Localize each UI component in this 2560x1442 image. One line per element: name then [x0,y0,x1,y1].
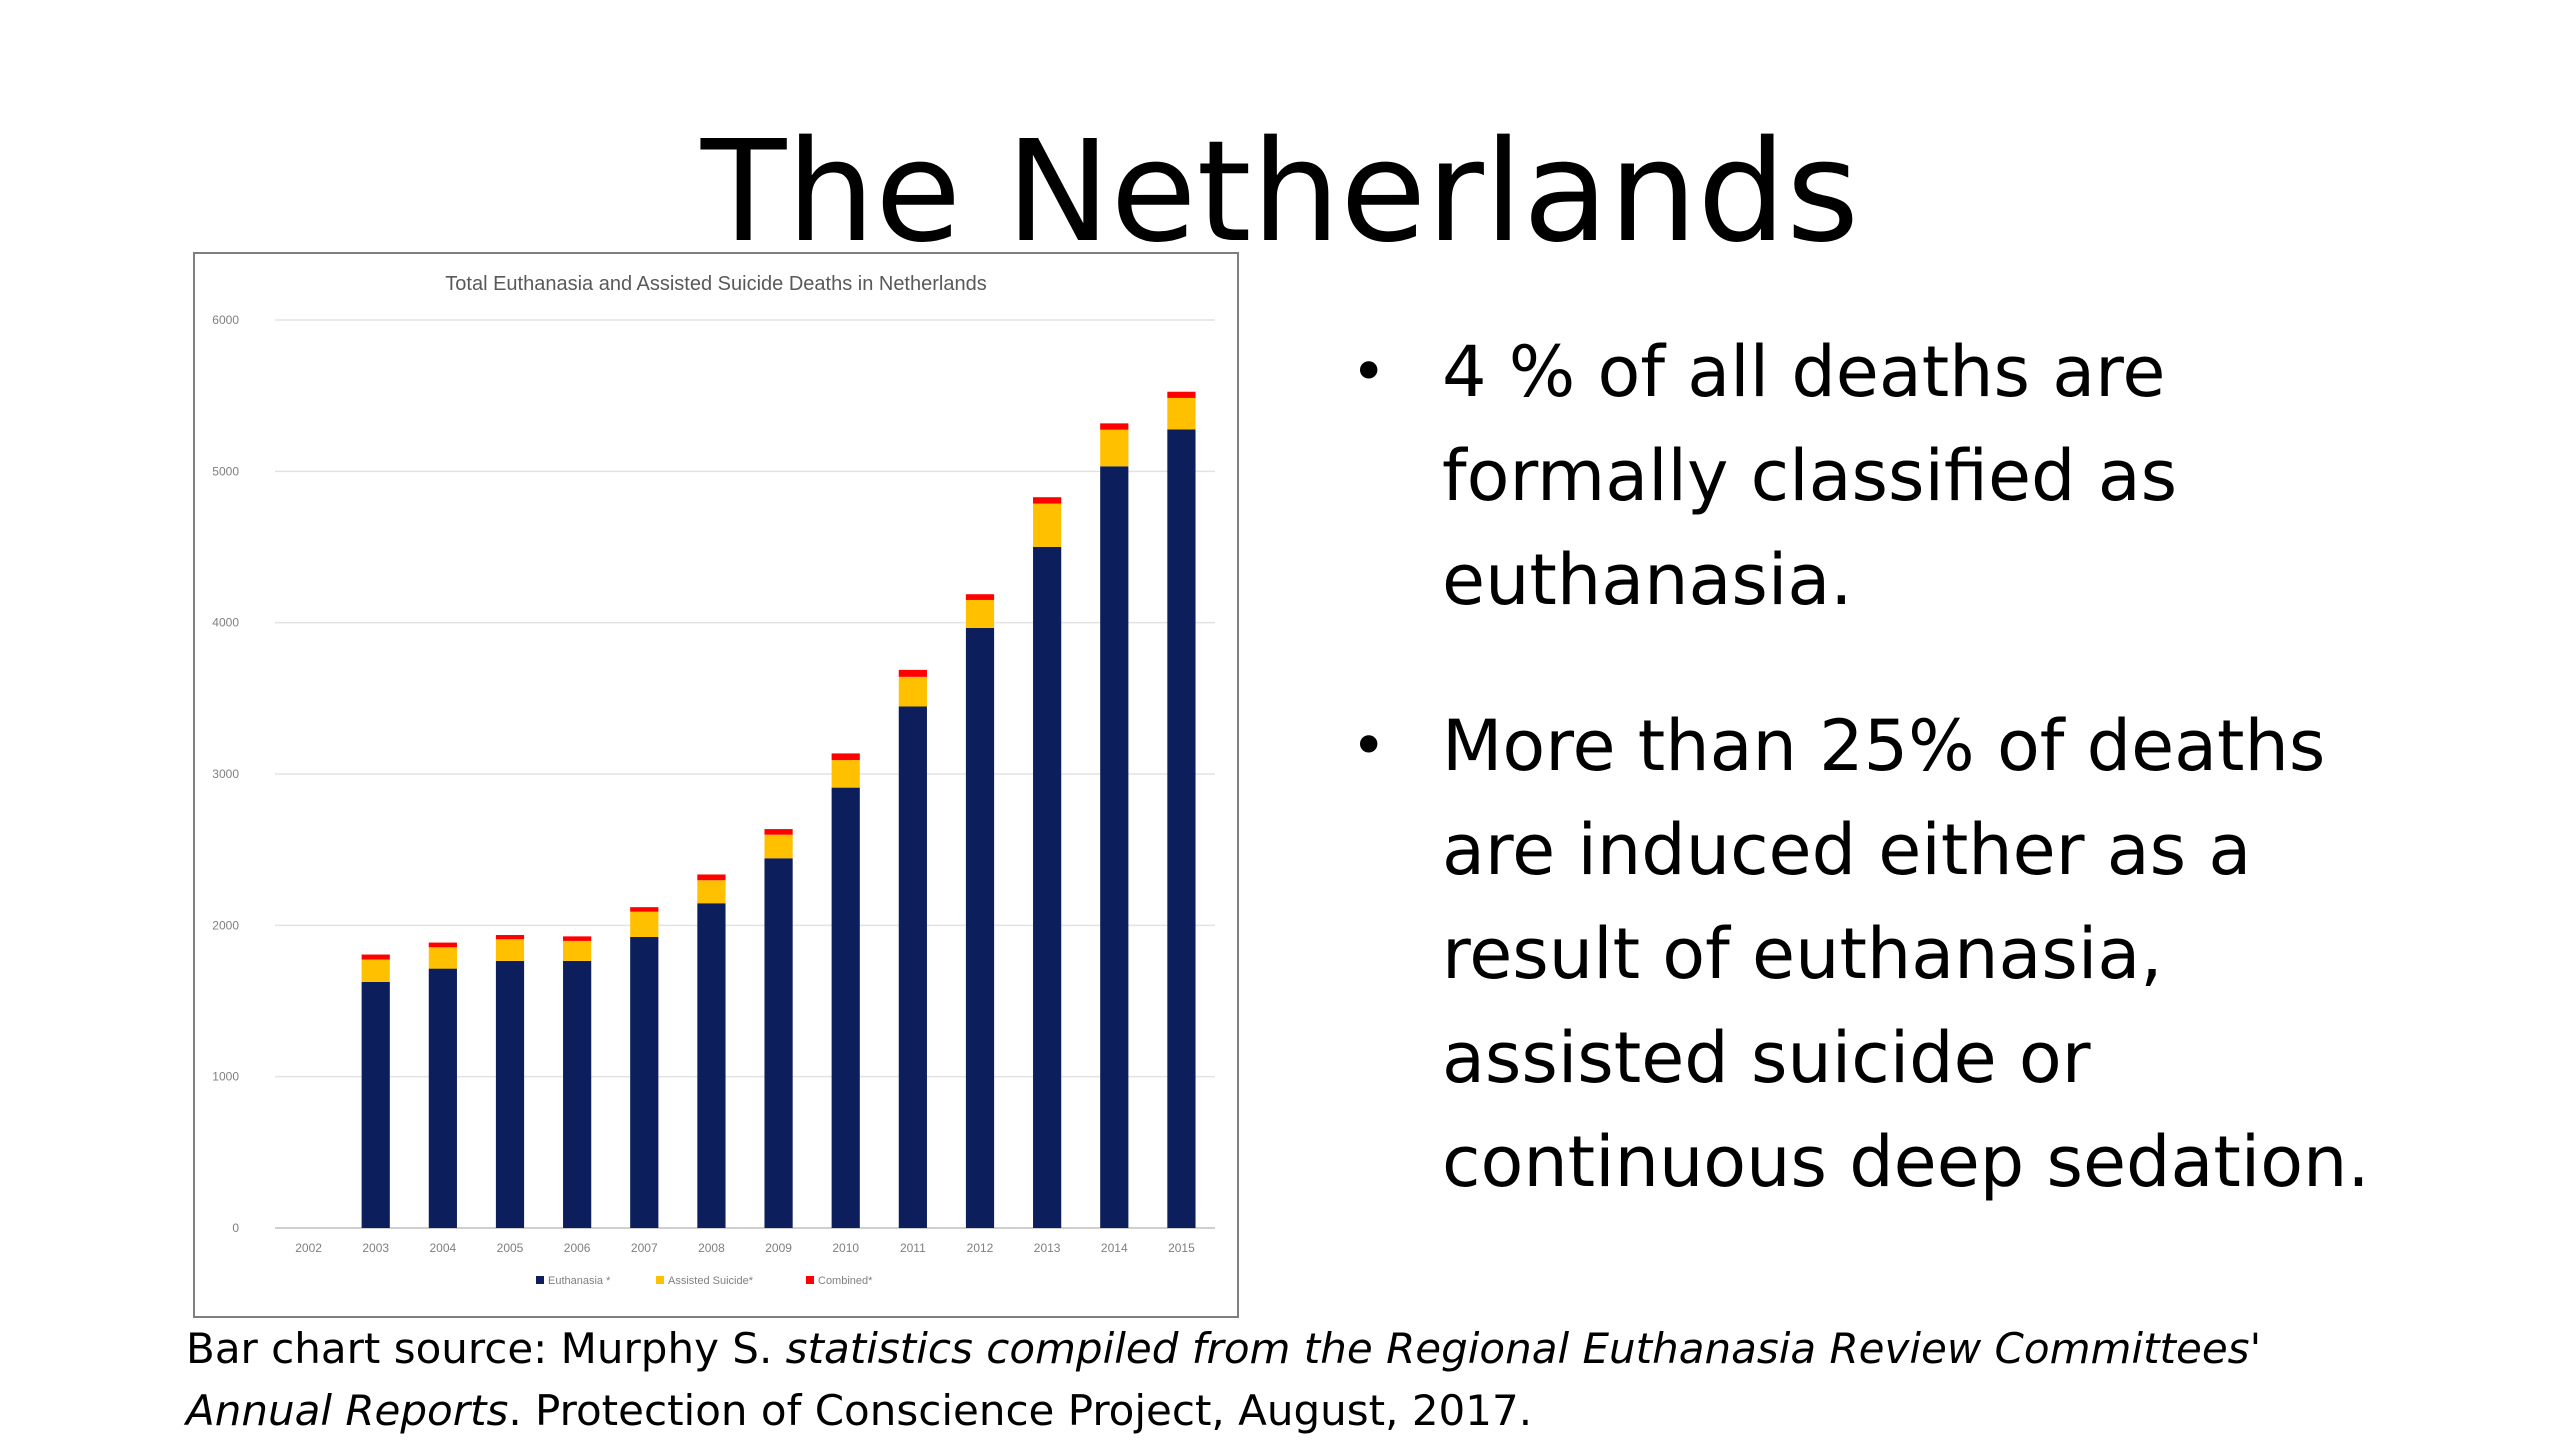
x-tick-label: 2009 [765,1241,792,1255]
chart-title: Total Euthanasia and Assisted Suicide De… [445,273,986,295]
bar-segment [1033,497,1062,504]
legend-swatch [806,1276,814,1284]
bar-segment [361,981,390,1228]
bar-segment [1100,466,1129,1228]
legend-label: Euthanasia * [548,1275,611,1287]
bar-segment [563,960,592,1228]
y-tick-label: 0 [232,1221,239,1235]
x-axis-ticks: 2002 2003 2004 2005 2006 2007 2008 2009 2010 2011… [295,1241,1195,1255]
x-tick-label: 2006 [564,1241,591,1255]
bar-segment [1033,546,1062,1228]
bar-segment [697,903,726,1228]
bullet-list: • 4 % of all deaths are formally classif… [1335,320,2455,1276]
source-suffix: . Protection of Conscience Project, Augu… [508,1386,1533,1435]
bar-segment [764,858,793,1228]
bar-segment [965,627,995,1228]
x-tick-label: 2014 [1101,1241,1128,1255]
slide-title: The Netherlands [700,111,1860,274]
bar-segment [764,834,793,859]
source-prefix: Bar chart source: Murphy S. [186,1324,786,1373]
chart-gridlines [275,319,1215,1229]
bar-segment [495,939,525,961]
x-tick-label: 2003 [362,1241,389,1255]
bar-segment [361,959,390,982]
chart-canvas: Total Euthanasia and Assisted Suicide De… [212,273,1215,1287]
bar-segment [831,787,860,1228]
bar-segment [630,911,659,937]
bar-segment [1167,429,1196,1228]
chart-legend: Euthanasia * Assisted Suicide* Combined* [536,1275,873,1287]
bullet-text-1: 4 % of all deaths are formally classifie… [1442,331,2178,621]
y-tick-label: 6000 [212,313,239,327]
bar-segment [764,829,793,835]
y-tick-label: 3000 [212,767,239,781]
legend-swatch [656,1276,664,1284]
x-tick-label: 2008 [698,1241,725,1255]
legend-swatch [536,1276,544,1284]
bullet-text-2: More than 25% of deaths are induced eith… [1442,705,2370,1203]
y-tick-label: 4000 [212,616,239,630]
bar-segment [898,669,927,677]
bar-segment [1100,429,1129,467]
bar-segment [1033,503,1062,547]
bar-segment [361,954,390,960]
chart-bars [361,391,1196,1228]
y-axis-ticks: 0 1000 2000 3000 4000 5000 6000 [212,313,239,1235]
bar-segment [898,676,927,707]
bar-segment [563,940,592,961]
bar-segment [630,936,659,1228]
y-tick-label: 1000 [212,1070,239,1084]
bullet-item-2: • More than 25% of deaths are induced ei… [1335,694,2455,1214]
x-tick-label: 2005 [497,1241,524,1255]
chart-source-citation: Bar chart source: Murphy S. statistics c… [186,1318,2386,1442]
bar-segment [831,760,860,788]
y-tick-label: 2000 [212,918,239,932]
x-tick-label: 2007 [631,1241,658,1255]
bar-segment [495,935,525,940]
x-tick-label: 2011 [900,1241,926,1255]
x-tick-label: 2010 [832,1241,859,1255]
y-tick-label: 5000 [212,464,239,478]
x-tick-label: 2002 [295,1241,322,1255]
bar-segment [1167,397,1196,430]
legend-label: Combined* [818,1275,873,1287]
bullet-dot: • [1351,337,1387,407]
bar-segment [428,947,457,969]
bar-segment [563,936,592,941]
bar-segment [697,880,726,904]
bullet-dot: • [1351,711,1387,781]
x-tick-label: 2004 [430,1241,457,1255]
bullet-item-1: • 4 % of all deaths are formally classif… [1335,320,2455,632]
bar-segment [1167,391,1196,398]
bar-segment [965,599,995,628]
bar-chart: Total Euthanasia and Assisted Suicide De… [193,252,1239,1318]
source-title: statistics compiled from the Regional Eu… [186,1324,2262,1435]
bar-segment [898,706,927,1228]
x-tick-label: 2013 [1034,1241,1061,1255]
bar-segment [697,874,726,881]
bar-segment [428,942,457,948]
x-tick-label: 2015 [1168,1241,1195,1255]
bar-segment [495,960,525,1228]
legend-label: Assisted Suicide* [668,1275,754,1287]
x-tick-label: 2012 [967,1241,994,1255]
bar-segment [831,753,860,761]
bar-segment [428,968,457,1228]
bar-segment [630,907,659,912]
bar-segment [1100,423,1129,430]
bar-segment [965,594,995,600]
